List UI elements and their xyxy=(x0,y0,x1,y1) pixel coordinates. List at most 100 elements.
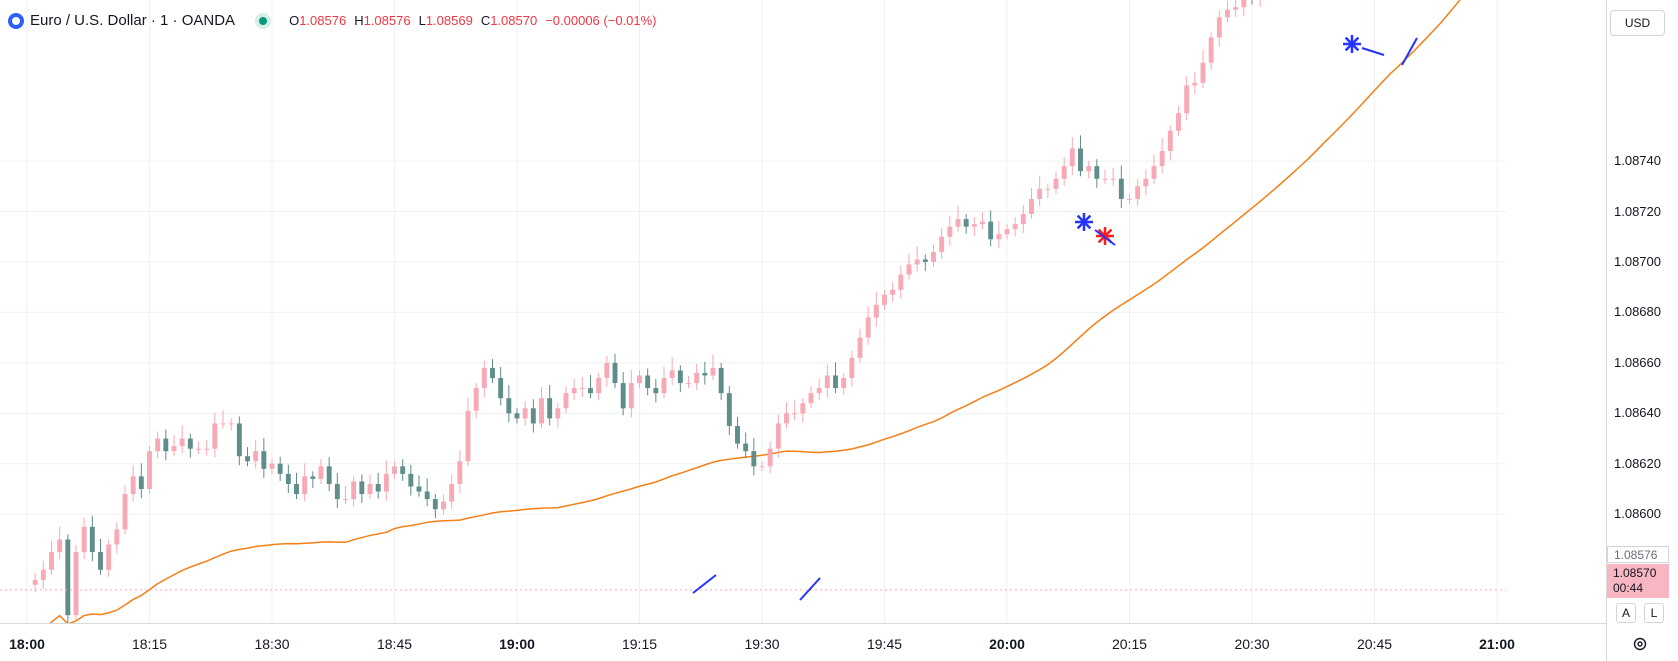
candle-body xyxy=(441,501,446,510)
price-tick-label: 1.08640 xyxy=(1614,405,1661,421)
candle-body xyxy=(702,372,708,376)
time-tick-label: 19:30 xyxy=(744,636,780,652)
auto-scale-button[interactable]: A xyxy=(1616,603,1636,623)
candle-body xyxy=(873,304,879,318)
candle-body xyxy=(212,423,218,449)
candle-body xyxy=(710,367,716,376)
candle-body xyxy=(277,463,283,474)
candle-body xyxy=(857,337,863,358)
candle-body xyxy=(882,294,887,305)
candle-body xyxy=(359,481,365,495)
symbol-legend: Euro / U.S. Dollar · 1 · OANDA O1.08576 … xyxy=(8,12,665,29)
candle-body xyxy=(285,473,291,484)
candle-body xyxy=(318,466,324,479)
candle-body xyxy=(1167,130,1173,151)
candle-body xyxy=(1192,82,1198,86)
candle-body xyxy=(179,438,185,447)
candle-body xyxy=(490,367,495,379)
candle-body xyxy=(49,552,54,570)
candle-body xyxy=(669,370,675,379)
candle-body xyxy=(400,466,406,474)
trend-segment[interactable] xyxy=(1361,47,1385,56)
time-axis[interactable] xyxy=(0,623,1606,661)
candle-body xyxy=(726,393,732,426)
time-tick-label: 20:45 xyxy=(1356,636,1393,652)
candle-body xyxy=(294,483,299,495)
candle-body xyxy=(220,423,226,425)
candle-body xyxy=(1102,178,1108,180)
candle-body xyxy=(784,413,789,424)
candle-body xyxy=(571,388,577,394)
price-tick-label: 1.08740 xyxy=(1614,153,1661,169)
candle-body xyxy=(457,461,463,484)
candle-body xyxy=(326,466,332,484)
candle-body xyxy=(269,463,275,469)
trend-segment[interactable] xyxy=(1094,229,1116,246)
candle-body xyxy=(792,413,798,415)
candle-body xyxy=(473,388,479,411)
moving-average-line xyxy=(49,0,1461,623)
candle-body xyxy=(906,264,912,275)
candle-body xyxy=(40,569,46,580)
candle-body xyxy=(122,494,128,530)
candle-body xyxy=(1151,166,1157,179)
time-tick-label: 20:30 xyxy=(1234,636,1270,652)
chart-area[interactable] xyxy=(0,0,1606,623)
candle-body xyxy=(1184,85,1190,114)
candle-body xyxy=(898,274,904,290)
price-tick-label: 1.08700 xyxy=(1614,253,1661,269)
candle-body xyxy=(1176,113,1181,131)
candle-body xyxy=(1216,17,1222,38)
time-tick-label: 21:00 xyxy=(1479,636,1515,652)
symbol-title[interactable]: Euro / U.S. Dollar · 1 · OANDA xyxy=(30,12,236,29)
candle-body xyxy=(506,398,512,414)
bar-countdown: 00:44 xyxy=(1613,581,1644,595)
candle-body xyxy=(1004,229,1010,235)
time-tick-label: 19:00 xyxy=(499,636,535,652)
candle-body xyxy=(1135,186,1141,199)
time-tick-label: 18:30 xyxy=(254,636,290,652)
candle-body xyxy=(130,476,136,495)
candle-body xyxy=(57,539,63,553)
candle-body xyxy=(849,357,855,379)
candle-body xyxy=(563,393,569,409)
candle-body xyxy=(1061,166,1067,179)
time-tick-label: 18:15 xyxy=(131,636,168,652)
candle-body xyxy=(424,491,430,500)
chart-settings-gear-icon[interactable] xyxy=(1632,636,1648,652)
candle-body xyxy=(310,476,316,479)
candle-body xyxy=(253,451,259,462)
candle-body xyxy=(73,552,79,616)
blue-asterisk-marker[interactable] xyxy=(1075,213,1093,231)
blue-asterisk-marker[interactable] xyxy=(1343,35,1361,53)
candle-body xyxy=(392,466,397,474)
candle-body xyxy=(1225,9,1230,18)
currency-selector[interactable]: USD xyxy=(1610,10,1665,36)
candle-body xyxy=(947,226,953,237)
candle-body xyxy=(449,483,455,502)
candle-body xyxy=(775,423,781,449)
log-scale-button[interactable]: L xyxy=(1644,603,1664,623)
candle-body xyxy=(865,317,871,338)
candle-body xyxy=(32,579,38,585)
candle-body xyxy=(367,483,373,495)
candle-body xyxy=(816,388,822,394)
price-tick-label: 1.08620 xyxy=(1614,455,1661,471)
candle-body xyxy=(645,375,651,389)
trend-segment[interactable] xyxy=(799,577,821,601)
candle-body xyxy=(375,483,381,492)
candle-body xyxy=(351,481,357,500)
candlestick-chart[interactable] xyxy=(0,0,1506,623)
candle-body xyxy=(914,259,920,265)
trend-segment[interactable] xyxy=(692,574,717,594)
candle-body xyxy=(343,499,348,501)
candle-body xyxy=(1127,198,1132,200)
trend-segment[interactable] xyxy=(1401,37,1418,66)
candle-body xyxy=(931,251,936,262)
candle-body xyxy=(751,451,757,467)
candle-body xyxy=(971,224,977,227)
candle-body xyxy=(236,423,242,457)
candle-body xyxy=(228,423,234,425)
candle-body xyxy=(980,221,985,225)
candle-body xyxy=(1110,178,1116,180)
